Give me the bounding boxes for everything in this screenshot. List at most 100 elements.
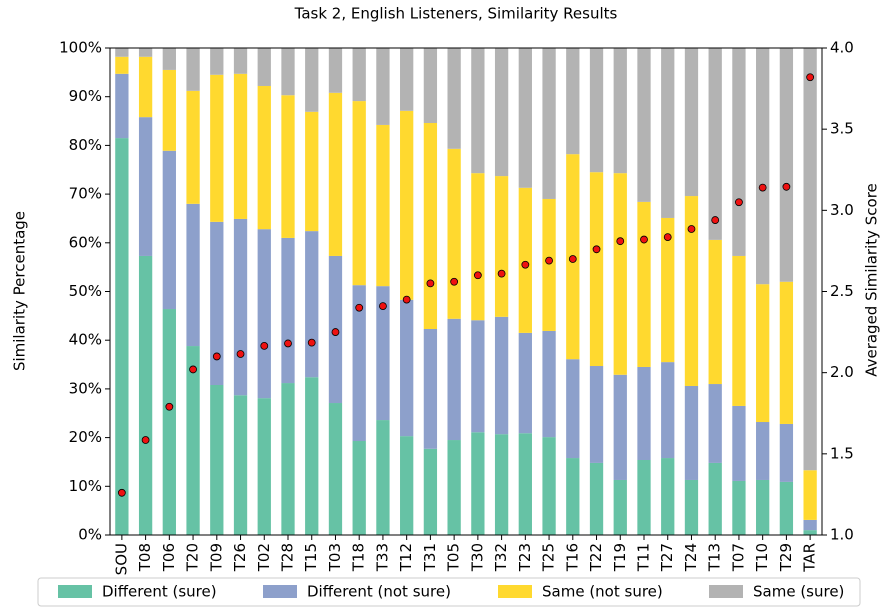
- bar-segment: [233, 218, 248, 396]
- y2-tick-label: 1.5: [830, 444, 854, 462]
- score-dot: [782, 182, 791, 191]
- bar-segment: [566, 48, 580, 155]
- y2-tick-label: 2.5: [830, 282, 854, 300]
- score-dot: [236, 350, 245, 358]
- score-dot: [735, 198, 743, 207]
- bar-segment: [233, 73, 248, 219]
- bar-segment: [471, 48, 485, 174]
- bar-segment: [661, 217, 675, 363]
- bar-segment: [542, 198, 556, 331]
- bar-segment: [471, 173, 485, 321]
- y-tick-label: 10%: [69, 477, 102, 495]
- x-tick-label: T25: [540, 543, 558, 572]
- bar-segment: [471, 320, 485, 433]
- bar-segment: [305, 231, 319, 378]
- bar-segment: [423, 448, 438, 535]
- bar-segment: [115, 48, 129, 57]
- bar-segment: [447, 440, 461, 535]
- x-tick-label: T10: [753, 543, 771, 572]
- bar-segment: [186, 346, 200, 535]
- bar-segment: [352, 48, 366, 102]
- score-dot: [473, 271, 482, 280]
- bar-segment: [376, 124, 390, 287]
- bar-segment: [352, 285, 366, 442]
- bar-segment: [400, 436, 414, 535]
- y-tick-label: 100%: [59, 39, 102, 57]
- bar-segment: [376, 286, 390, 421]
- x-tick-label: T29: [777, 543, 795, 572]
- score-dot: [307, 338, 316, 347]
- y2-tick-label: 1.0: [830, 526, 854, 544]
- x-tick-label: T32: [492, 543, 510, 572]
- x-tick-label: T08: [136, 543, 154, 572]
- x-tick-label: T15: [302, 543, 320, 572]
- score-dot: [165, 402, 174, 411]
- bar-segment: [376, 420, 390, 535]
- legend-box: [37, 577, 861, 607]
- x-tick-label: T30: [468, 543, 486, 572]
- legend-label: Different (not sure): [307, 583, 451, 601]
- bar-segment: [684, 385, 699, 480]
- y-tick-label: 60%: [69, 233, 102, 251]
- legend-swatch: [58, 585, 92, 598]
- score-dot: [806, 73, 815, 82]
- bar-segment: [756, 479, 770, 535]
- bar-segment: [708, 462, 722, 535]
- bar-segment: [637, 366, 651, 461]
- x-tick-label: T13: [706, 543, 724, 572]
- bar-segment: [732, 255, 746, 406]
- bar-segment: [542, 330, 556, 438]
- x-tick-label: T27: [658, 543, 676, 572]
- x-tick-label: T05: [445, 543, 463, 572]
- score-dot: [117, 488, 126, 497]
- bar-segment: [162, 48, 176, 70]
- bar-segment: [708, 48, 722, 240]
- bar-segment: [138, 56, 153, 118]
- bar-segment: [661, 458, 675, 535]
- bar-segment: [566, 359, 580, 459]
- score-dot: [687, 225, 696, 233]
- bar-segment: [661, 362, 675, 459]
- bar-segment: [376, 48, 390, 125]
- score-dot: [402, 295, 411, 304]
- score-dot: [379, 302, 387, 311]
- score-dot: [758, 183, 767, 192]
- bar-segment: [494, 48, 509, 177]
- bar-segment: [518, 48, 532, 188]
- bar-segment: [494, 434, 509, 535]
- bar-segment: [589, 172, 604, 367]
- bar-segment: [779, 281, 794, 424]
- bar-segment: [779, 48, 794, 282]
- bar-segment: [423, 48, 438, 123]
- plot-frame: [109, 47, 823, 536]
- y2-tick-label: 3.0: [830, 201, 854, 219]
- x-tick-label: T31: [421, 543, 439, 572]
- y-tick-label: 0%: [78, 526, 102, 544]
- legend-swatch: [709, 585, 743, 598]
- bar-segment: [328, 92, 343, 256]
- score-dot: [616, 237, 625, 246]
- y-tick-label: 30%: [69, 379, 102, 397]
- score-dot: [711, 216, 720, 224]
- y-tick-label: 70%: [69, 185, 102, 203]
- x-tick-label: T19: [611, 543, 629, 572]
- bar-segment: [233, 48, 248, 74]
- x-tick-label: T03: [326, 543, 344, 572]
- x-tick-label: T09: [207, 543, 225, 572]
- bar-segment: [233, 395, 248, 535]
- x-tick-label: T22: [587, 543, 605, 572]
- bar-segment: [613, 48, 627, 174]
- x-tick-label: SOU: [112, 543, 130, 575]
- bar-segment: [494, 316, 509, 435]
- bar-segment: [423, 122, 438, 329]
- bar-segment: [732, 48, 746, 256]
- bar-segment: [518, 332, 532, 434]
- bar-segment: [613, 374, 627, 480]
- x-tick-label: T20: [184, 543, 202, 572]
- score-dot: [568, 255, 577, 263]
- bar-segment: [257, 48, 271, 86]
- bar-segment: [115, 73, 129, 139]
- bar-segment: [589, 462, 604, 535]
- y2-tick-label: 2.0: [830, 363, 854, 381]
